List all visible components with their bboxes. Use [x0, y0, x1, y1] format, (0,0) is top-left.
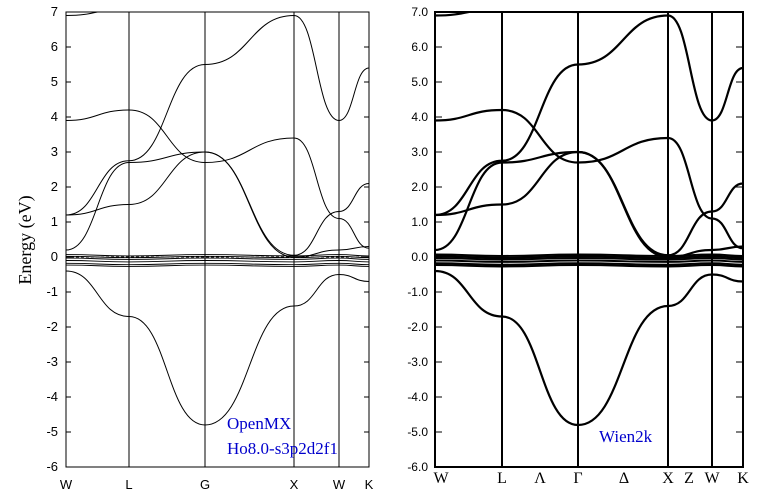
f-band-2 [435, 259, 743, 263]
f-band-4 [435, 255, 743, 259]
f-band-4 [66, 255, 369, 259]
y-tick-label: 7 [51, 4, 58, 19]
y-axis-label: Energy (eV) [15, 195, 36, 284]
k-point-label: K [737, 470, 749, 487]
right-plot-frame [434, 11, 744, 468]
y-tick-label: 5.0 [411, 75, 428, 89]
f-band-5 [435, 253, 743, 257]
y-tick-label: 1.0 [411, 215, 428, 229]
y-tick-label: 6 [51, 39, 58, 54]
k-point-label: Γ [573, 470, 582, 487]
y-tick-label: -4.0 [407, 390, 428, 404]
energy-band-5 [66, 12, 213, 16]
y-tick-label: -6 [46, 459, 58, 474]
f-band-3 [66, 257, 369, 260]
k-point-label: X [662, 470, 674, 487]
wien2k-panel: 7.0 6.0 5.0 4.0 3.0 2.0 1.0 0.0 -1.0 -2.0 -3.0 -4.0… [407, 5, 749, 487]
k-point-label: Λ [534, 470, 546, 487]
energy-band-5 [435, 12, 591, 17]
y-tick-label: 7.0 [411, 5, 428, 19]
energy-band-3 [66, 14, 369, 216]
y-tick-label: -4 [46, 389, 58, 404]
y-tick-label: 0 [51, 249, 58, 264]
k-point-label: W [704, 470, 720, 487]
energy-band-3 [435, 14, 743, 217]
k-point-label: X [290, 477, 299, 492]
y-tick-label: -3.0 [407, 355, 428, 369]
basis-label: Ho8.0-s3p2d2f1 [227, 439, 338, 458]
k-point-label: L [125, 477, 132, 492]
energy-band-2 [435, 150, 743, 257]
f-band-1 [435, 262, 743, 266]
k-point-label: G [200, 477, 210, 492]
k-point-label: Δ [619, 470, 629, 487]
y-tick-label: -3 [46, 354, 58, 369]
k-point-label: W [433, 470, 449, 487]
y-tick-label: 2.0 [411, 180, 428, 194]
k-point-label: W [333, 477, 346, 492]
f-band-0 [66, 264, 369, 267]
y-tick-label: 6.0 [411, 40, 428, 54]
f-band-3 [435, 257, 743, 261]
y-tick-label: 4 [51, 109, 58, 124]
k-point-label: Z [684, 470, 694, 487]
y-tick-label: -2.0 [407, 320, 428, 334]
y-tick-label: -2 [46, 319, 58, 334]
y-tick-label: -1.0 [407, 285, 428, 299]
y-tick-label: 5 [51, 74, 58, 89]
energy-band-2 [66, 151, 369, 256]
left-plot-frame [65, 11, 370, 468]
y-tick-label: 2 [51, 179, 58, 194]
k-point-label: L [497, 470, 507, 487]
f-band-5 [66, 254, 369, 257]
k-point-label: K [365, 477, 374, 492]
energy-band-4 [66, 109, 369, 249]
openmx-label: OpenMX [227, 414, 291, 433]
energy-band-1 [435, 150, 743, 259]
y-tick-label: -5 [46, 424, 58, 439]
f-band-1 [66, 262, 369, 266]
f-band-0 [435, 264, 743, 268]
energy-band-0 [66, 270, 369, 426]
y-tick-label: -1 [46, 284, 58, 299]
energy-band-4 [435, 108, 743, 250]
y-tick-label: -5.0 [407, 425, 428, 439]
wien2k-label: Wien2k [599, 427, 653, 446]
k-point-label: W [60, 477, 73, 492]
energy-band-0 [435, 269, 743, 427]
y-tick-label: 4.0 [411, 110, 428, 124]
y-tick-label: 3 [51, 144, 58, 159]
y-tick-label: 3.0 [411, 145, 428, 159]
y-tick-label: -6.0 [407, 460, 428, 474]
f-band-2 [66, 260, 369, 263]
y-tick-label: 1 [51, 214, 58, 229]
y-tick-label: 0.0 [411, 250, 428, 264]
